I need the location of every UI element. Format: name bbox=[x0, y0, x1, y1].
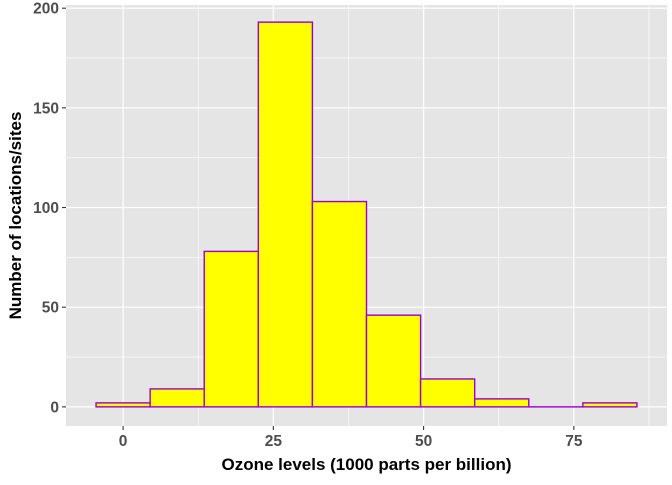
y-axis-ticks: 0 50 100 150 200 bbox=[33, 1, 66, 417]
histogram-bar bbox=[421, 379, 475, 407]
histogram-bar bbox=[367, 315, 421, 407]
x-axis-ticks: 0 25 50 75 bbox=[119, 426, 583, 450]
x-tick-label: 50 bbox=[415, 433, 432, 450]
y-tick-label: 200 bbox=[33, 1, 59, 18]
histogram-bar bbox=[204, 251, 258, 406]
x-axis-title: Ozone levels (1000 parts per billion) bbox=[221, 455, 511, 474]
histogram-bar bbox=[583, 403, 637, 407]
histogram-bar bbox=[150, 389, 204, 407]
histogram-bar bbox=[96, 403, 150, 407]
y-tick-label: 100 bbox=[33, 200, 59, 217]
y-tick-label: 150 bbox=[33, 100, 59, 117]
histogram-bar bbox=[258, 22, 312, 407]
y-axis-title: Number of locations/sites bbox=[6, 112, 25, 320]
y-tick-label: 0 bbox=[50, 399, 59, 416]
y-tick-label: 50 bbox=[42, 300, 59, 317]
histogram-bar bbox=[312, 202, 366, 407]
histogram-bar bbox=[475, 399, 529, 407]
x-tick-label: 75 bbox=[565, 433, 583, 450]
x-tick-label: 0 bbox=[119, 433, 128, 450]
x-tick-label: 25 bbox=[265, 433, 283, 450]
